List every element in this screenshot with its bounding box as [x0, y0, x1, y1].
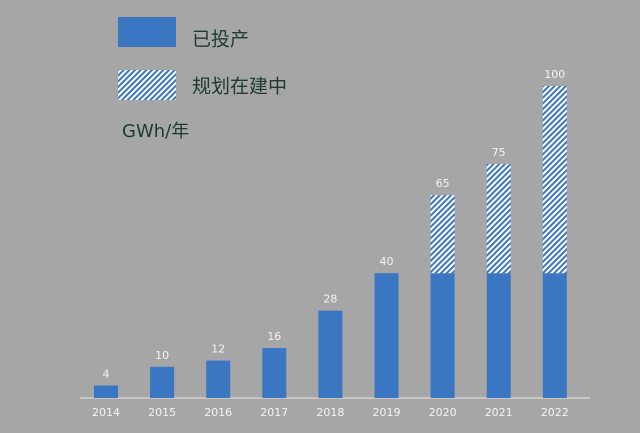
data-label: 4	[103, 368, 110, 381]
bar	[430, 195, 455, 274]
bar	[374, 273, 399, 398]
data-label: 75	[492, 146, 506, 159]
bar	[542, 273, 567, 398]
bar	[318, 310, 343, 398]
legend-label: 规划在建中	[192, 76, 287, 98]
bar	[206, 360, 231, 398]
bar	[486, 273, 511, 398]
x-tick-label: 2019	[373, 406, 401, 419]
data-label: 65	[436, 177, 450, 190]
legend-swatch	[118, 17, 176, 47]
x-tick-label: 2018	[316, 406, 344, 419]
x-tick-label: 2021	[485, 406, 513, 419]
data-label: 100	[544, 68, 565, 81]
unit-label: GWh/年	[122, 121, 189, 142]
x-tick-label: 2017	[260, 406, 288, 419]
data-label: 10	[155, 349, 169, 362]
x-tick-label: 2015	[148, 406, 176, 419]
data-label: 16	[267, 330, 281, 343]
x-tick-label: 2016	[204, 406, 232, 419]
data-label: 40	[380, 255, 394, 268]
x-tick-label: 2022	[541, 406, 569, 419]
bar	[430, 273, 455, 398]
legend-swatch	[118, 70, 176, 100]
bar	[94, 385, 118, 398]
data-label: 28	[323, 293, 337, 306]
bar	[150, 366, 175, 398]
bar	[262, 348, 287, 398]
legend-label: 已投产	[192, 29, 249, 51]
data-label: 12	[211, 343, 225, 356]
x-tick-label: 2020	[429, 406, 457, 419]
bar	[486, 164, 511, 274]
x-tick-label: 2014	[92, 406, 120, 419]
bar	[542, 86, 567, 274]
